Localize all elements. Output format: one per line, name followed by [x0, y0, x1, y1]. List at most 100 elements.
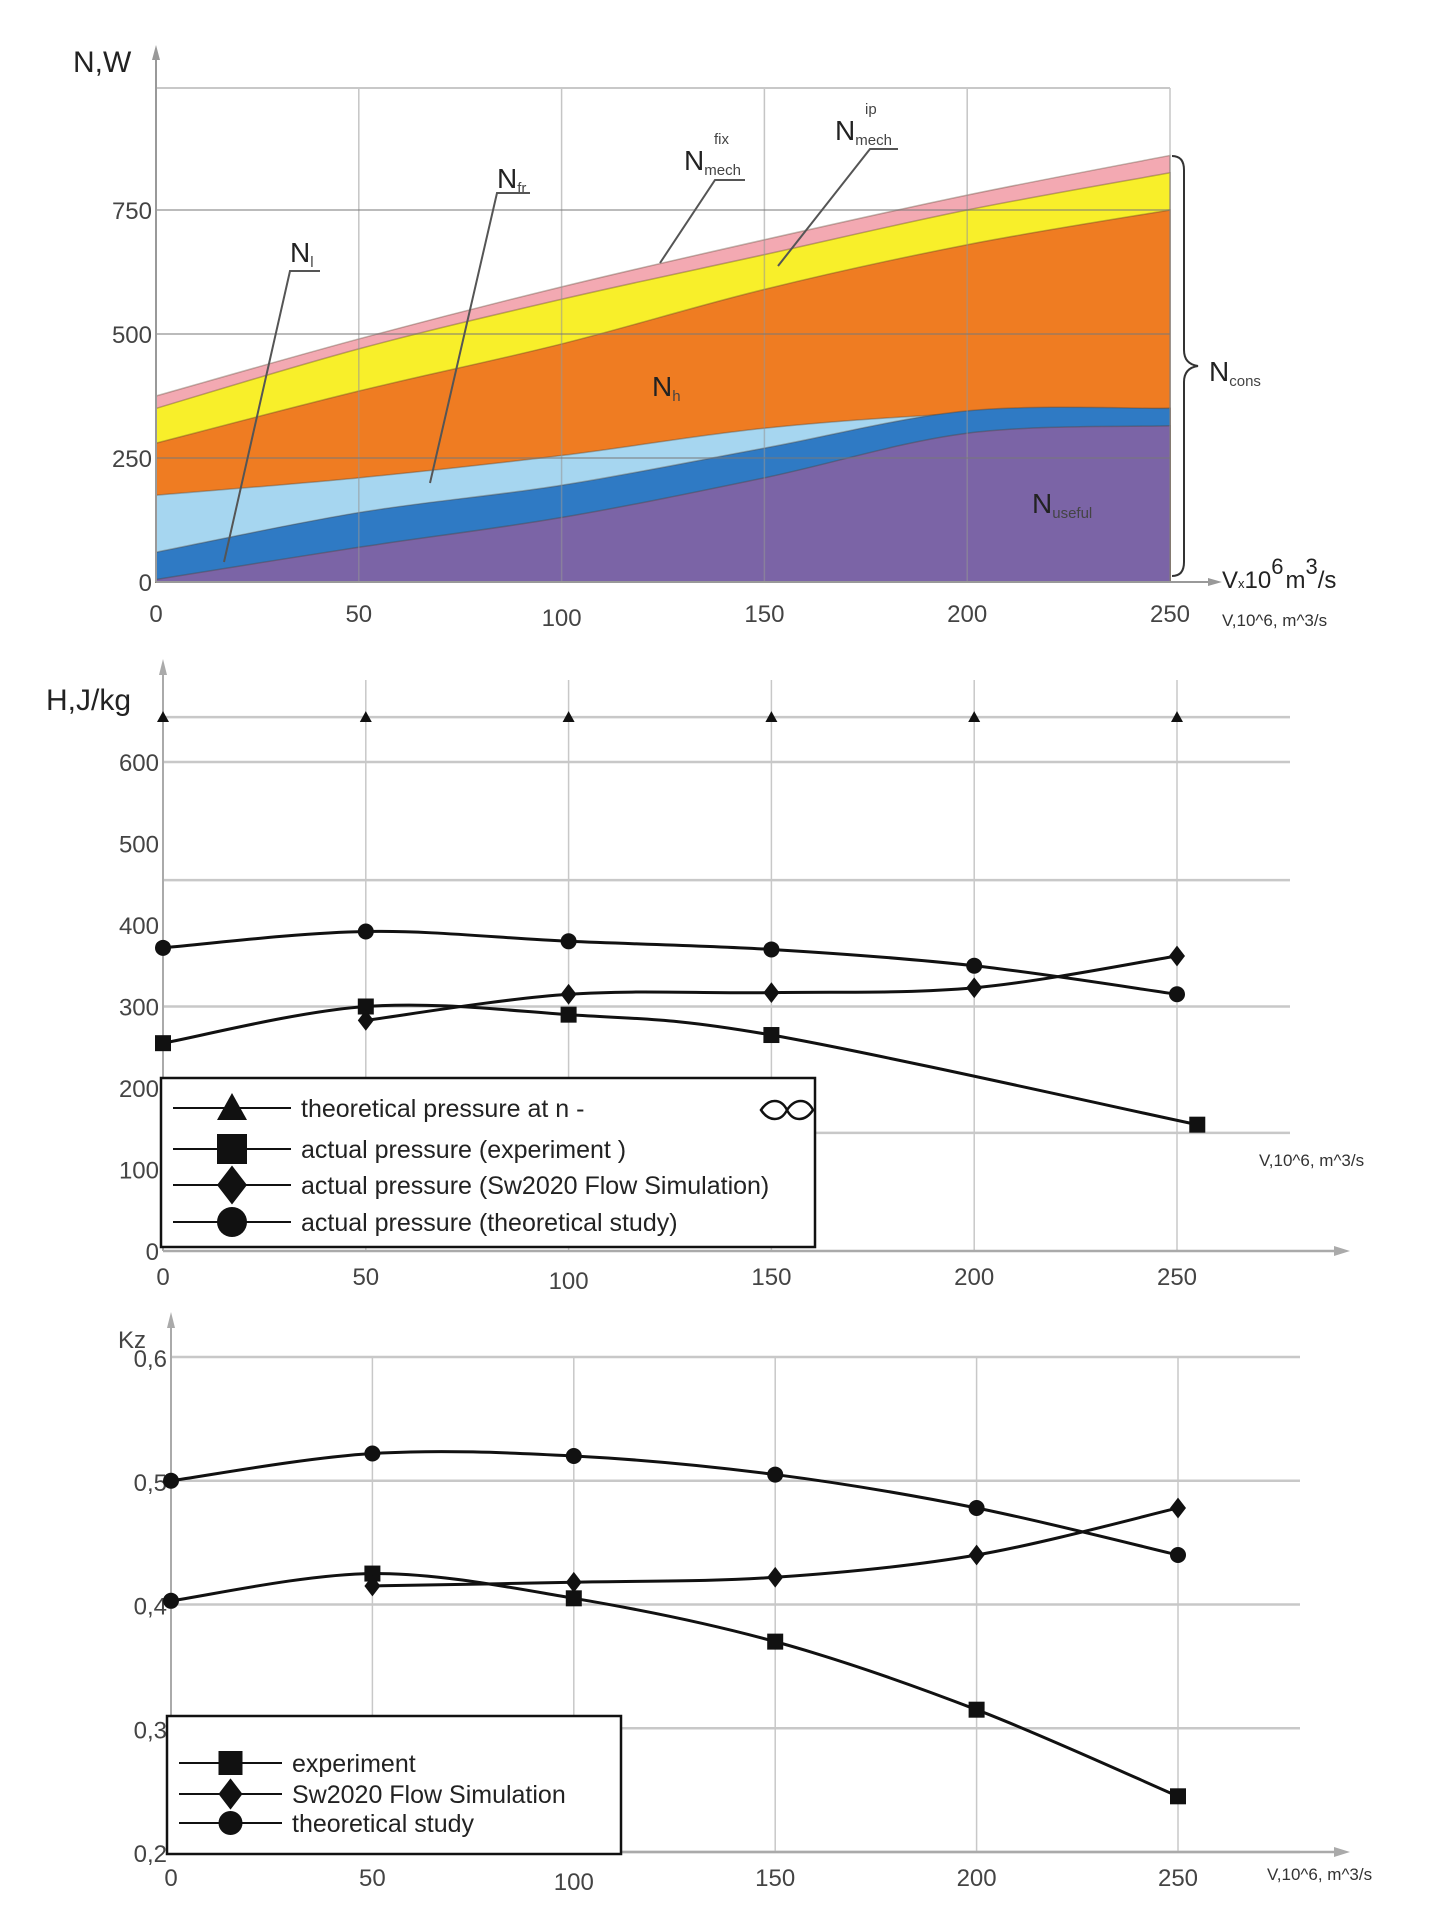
annotation-n-fr-sub: fr: [517, 180, 526, 197]
data-point-square: [1170, 1788, 1186, 1805]
brace-n-cons: [1171, 155, 1199, 577]
legend-marker-diamond-icon: [217, 1165, 247, 1205]
x-tick-label: 0: [164, 1865, 177, 1892]
x-axis-arrow-icon: [1334, 1847, 1350, 1857]
legend-label: theoretical pressure at n -: [301, 1095, 584, 1123]
series-diamond: [364, 1497, 1186, 1597]
legend-label: actual pressure (Sw2020 Flow Simulation): [301, 1172, 769, 1200]
legend-label: actual pressure (experiment ): [301, 1136, 626, 1164]
y-axis-label: Kz: [118, 1327, 146, 1354]
x-tick-label: 200: [947, 601, 987, 628]
y-tick-label: 0,5: [134, 1470, 167, 1497]
data-point-triangle: [1171, 711, 1183, 722]
series-diamond: [357, 945, 1185, 1031]
x-tick-label: 100: [542, 605, 582, 632]
legend-item: actual pressure (Sw2020 Flow Simulation): [173, 1165, 769, 1205]
infinity-icon: [759, 1099, 815, 1121]
data-point-circle: [763, 941, 780, 958]
annotation-n-fr: Nfr: [497, 163, 526, 197]
data-point-diamond: [968, 1544, 985, 1566]
annotation-n-h: Nh: [652, 371, 681, 405]
x-tick-label: 200: [957, 1865, 997, 1892]
x-tick-label: 150: [744, 601, 784, 628]
leader-line: [429, 192, 530, 484]
annotation-n-mech-ip-sup: ip: [865, 101, 877, 118]
x-tick-label: 50: [345, 601, 372, 628]
y-tick-label: 750: [112, 198, 152, 225]
data-point-circle: [1170, 1547, 1186, 1563]
annotation-n-mech-fix-sub: mech: [704, 162, 741, 179]
leader-line: [777, 148, 898, 267]
x-axis-label-tail: /s: [1318, 567, 1337, 594]
data-point-circle: [155, 939, 171, 956]
data-point-square: [163, 1592, 179, 1609]
x-axis-label: Vx106m3/s: [1222, 554, 1336, 594]
legend-box: [165, 1714, 623, 1856]
data-point-square: [560, 1006, 577, 1023]
data-point-circle: [767, 1466, 784, 1483]
series-triangle: [157, 711, 1183, 722]
legend-item: theoretical pressure at n -: [173, 1093, 815, 1123]
x-axis-label-base: V: [1222, 567, 1238, 594]
y-tick-label: 0,3: [134, 1717, 167, 1744]
data-point-diamond: [560, 983, 577, 1005]
x-axis-label-exp3: 3: [1305, 554, 1317, 579]
legend-marker-triangle-icon: [217, 1093, 247, 1120]
y-tick-label: 250: [112, 446, 152, 473]
data-point-square: [968, 1701, 985, 1718]
legend-marker-square-icon: [217, 1134, 247, 1164]
x-tick-label: 50: [352, 1264, 379, 1291]
annotation-n-useful-sub: useful: [1052, 505, 1092, 522]
x-axis-label-exp6: 6: [1271, 554, 1283, 579]
data-point-diamond: [565, 1571, 582, 1593]
data-point-circle: [966, 957, 983, 974]
annotation-n-h-sub: h: [672, 388, 680, 405]
data-point-diamond: [364, 1575, 381, 1597]
y-axis-arrow-icon: [152, 45, 160, 60]
x-axis-arrow-icon: [1208, 578, 1222, 586]
annotation-n-l-main: N: [290, 237, 310, 268]
data-point-triangle: [765, 711, 778, 722]
data-point-circle: [357, 923, 374, 940]
x-tick-label: 100: [549, 1268, 589, 1295]
data-point-square: [1189, 1116, 1206, 1133]
annotation-n-mech-ip-main: N: [835, 115, 855, 146]
y-tick-label: 100: [119, 1158, 159, 1185]
y-axis-arrow-icon: [167, 1312, 175, 1328]
data-point-circle: [565, 1448, 582, 1464]
annotation-n-fr-main: N: [497, 163, 517, 194]
data-point-triangle: [157, 711, 169, 722]
annotation-n-mech-ip: Nmech: [835, 115, 892, 149]
y-tick-label: 200: [119, 1076, 159, 1103]
leader-line: [659, 179, 745, 264]
data-point-diamond: [357, 1009, 374, 1031]
data-point-square: [155, 1035, 171, 1052]
series-circle: [155, 923, 1185, 1003]
legend-box: [159, 1076, 817, 1249]
series-square: [163, 1565, 1186, 1805]
area-n-useful: [155, 424, 1171, 583]
series-line: [170, 1572, 1179, 1798]
annotation-n-cons-main: N: [1209, 356, 1229, 387]
data-point-diamond: [767, 1566, 784, 1588]
annotation-n-useful-main: N: [1032, 488, 1052, 519]
x-tick-label: 250: [1150, 601, 1190, 628]
pressure-chart: 0 100 200 300 400 500 600 0 50 100 150 200 250 H,J/kg…: [46, 659, 1364, 1295]
legend: theoretical pressure at n - actual press…: [159, 1076, 817, 1249]
data-point-square: [763, 1027, 780, 1044]
legend-label: experiment: [292, 1750, 416, 1778]
x-axis-label-ten: 10: [1245, 567, 1272, 594]
x-tick-label: 150: [751, 1264, 791, 1291]
data-point-diamond: [1169, 945, 1185, 967]
x-tick-label: 150: [755, 1865, 795, 1892]
data-point-circle: [163, 1472, 179, 1489]
x-axis-arrow-icon: [1334, 1246, 1350, 1256]
legend-item: actual pressure (experiment ): [173, 1134, 626, 1164]
leader-line: [223, 270, 320, 563]
annotation-n-cons-sub: cons: [1229, 373, 1261, 390]
annotation-n-cons: Ncons: [1209, 356, 1261, 390]
legend-marker-circle-icon: [217, 1207, 247, 1237]
x-tick-label: 50: [359, 1865, 386, 1892]
